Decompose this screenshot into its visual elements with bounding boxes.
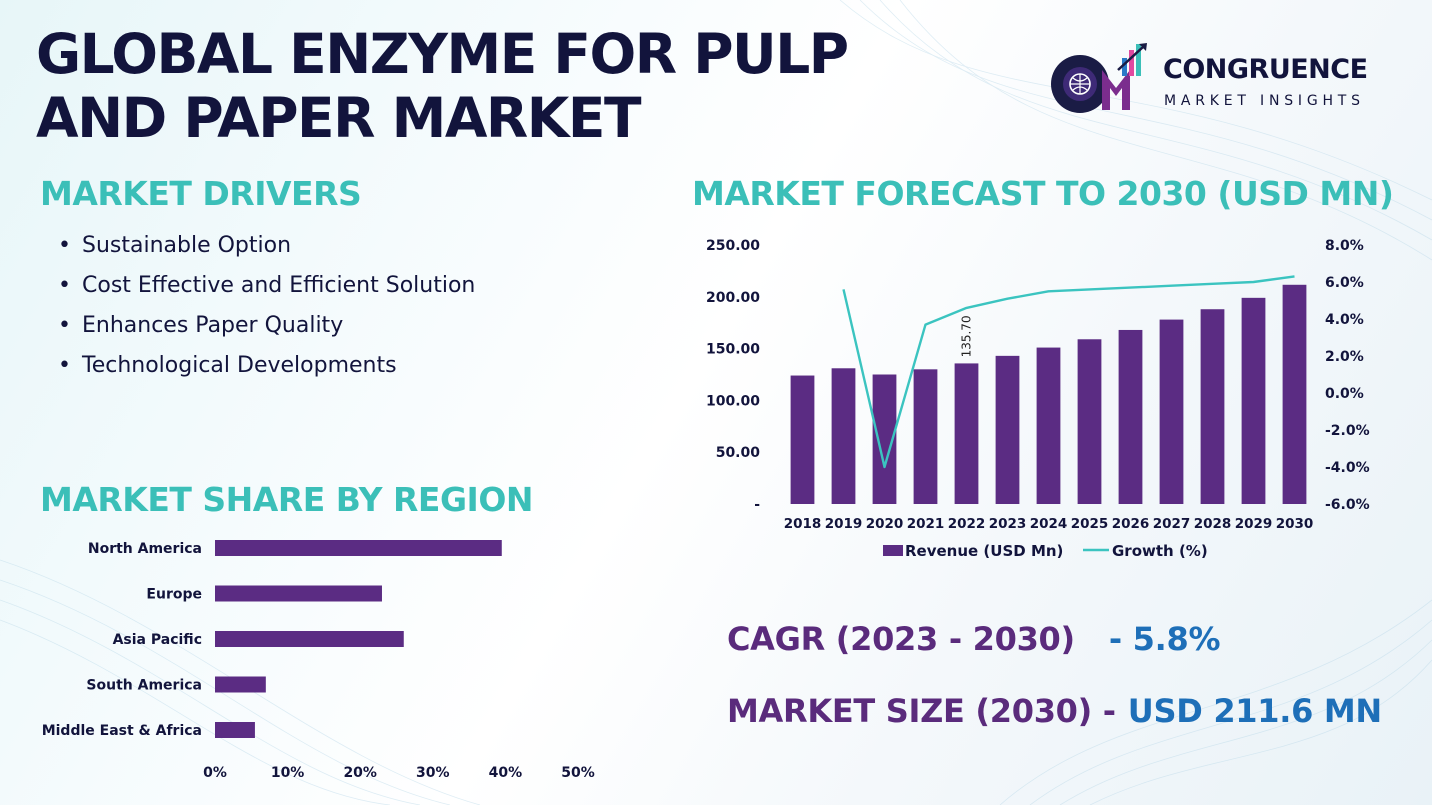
market-forecast-chart: - 50.00 100.00 150.00 200.00 250.00 -6.0% -4.0%… bbox=[706, 238, 1370, 560]
market-size-value: USD 211.6 MN bbox=[1127, 692, 1382, 730]
revenue-bar bbox=[1159, 319, 1184, 504]
y-left-tick-label: 150.00 bbox=[706, 342, 760, 358]
revenue-bar bbox=[831, 368, 856, 504]
market-forecast-heading: MARKET FORECAST TO 2030 (USD MN) bbox=[692, 174, 1394, 213]
driver-label: Technological Developments bbox=[82, 353, 397, 378]
y-right-tick-label: -4.0% bbox=[1325, 460, 1370, 476]
x-tick-label: 40% bbox=[489, 765, 523, 781]
x-tick-label: 2030 bbox=[1276, 516, 1314, 532]
driver-label: Sustainable Option bbox=[82, 233, 292, 258]
growth-line bbox=[842, 275, 1295, 469]
revenue-bar bbox=[1118, 329, 1143, 504]
y-left-tick-label: - bbox=[754, 497, 760, 513]
x-tick-label: 2024 bbox=[1030, 516, 1068, 532]
x-tick-label: 2026 bbox=[1112, 516, 1150, 532]
cagr-label: CAGR (2023 - 2030) bbox=[727, 620, 1075, 658]
region-bar bbox=[215, 585, 382, 602]
x-tick-label: 2025 bbox=[1071, 516, 1109, 532]
revenue-bar bbox=[1200, 309, 1225, 504]
y-left-tick-label: 200.00 bbox=[706, 290, 760, 306]
x-tick-label: 2019 bbox=[825, 516, 863, 532]
cagr-value: - 5.8% bbox=[1108, 620, 1221, 658]
y-left-tick-label: 50.00 bbox=[716, 445, 761, 461]
revenue-bar bbox=[954, 363, 979, 504]
y-left-tick-label: 250.00 bbox=[706, 238, 760, 254]
congruence-logo-icon bbox=[1051, 43, 1147, 113]
list-item: • Sustainable Option bbox=[58, 230, 475, 270]
legend-revenue-swatch bbox=[883, 545, 903, 556]
y-right-tick-label: -2.0% bbox=[1325, 423, 1370, 439]
list-item: • Technological Developments bbox=[58, 350, 475, 390]
revenue-bar bbox=[872, 374, 897, 504]
x-tick-label: 50% bbox=[561, 765, 595, 781]
bullet-icon: • bbox=[58, 233, 71, 258]
x-tick-label: 2021 bbox=[907, 516, 945, 532]
list-item: • Enhances Paper Quality bbox=[58, 310, 475, 350]
bullet-icon: • bbox=[58, 273, 71, 298]
y-right-tick-label: 4.0% bbox=[1325, 312, 1364, 328]
revenue-bar bbox=[1241, 297, 1266, 504]
market-drivers-heading: MARKET DRIVERS bbox=[40, 174, 362, 213]
region-bar bbox=[215, 631, 404, 647]
legend-revenue-label: Revenue (USD Mn) bbox=[905, 542, 1063, 560]
region-bar bbox=[215, 540, 502, 556]
market-drivers-list: • Sustainable Option • Cost Effective and … bbox=[58, 230, 475, 390]
y-left-tick-label: 100.00 bbox=[706, 393, 760, 409]
x-tick-label: 2020 bbox=[866, 516, 904, 532]
y-right-tick-label: 2.0% bbox=[1325, 349, 1364, 365]
x-tick-label: 10% bbox=[271, 765, 305, 781]
list-item: • Cost Effective and Efficient Solution bbox=[58, 270, 475, 310]
y-right-tick-label: -6.0% bbox=[1325, 497, 1370, 513]
region-bar bbox=[215, 722, 255, 738]
x-tick-label: 2027 bbox=[1153, 516, 1191, 532]
region-label: Asia Pacific bbox=[113, 632, 202, 648]
region-label: South America bbox=[86, 678, 202, 694]
bullet-icon: • bbox=[58, 353, 71, 378]
revenue-bar bbox=[995, 355, 1020, 504]
x-tick-label: 2028 bbox=[1194, 516, 1232, 532]
x-tick-label: 2023 bbox=[989, 516, 1027, 532]
driver-label: Enhances Paper Quality bbox=[82, 313, 344, 338]
region-label: North America bbox=[88, 541, 202, 557]
region-bar bbox=[215, 676, 266, 693]
x-tick-label: 0% bbox=[203, 765, 227, 781]
revenue-bar bbox=[1077, 339, 1102, 504]
y-right-tick-label: 0.0% bbox=[1325, 386, 1364, 402]
y-right-tick-label: 6.0% bbox=[1325, 275, 1364, 291]
company-logo: CONGRUENCE MARKET INSIGHTS bbox=[1046, 40, 1396, 116]
revenue-bar bbox=[790, 375, 815, 504]
region-label: Middle East & Africa bbox=[42, 723, 202, 739]
revenue-bar bbox=[1036, 347, 1061, 504]
bullet-icon: • bbox=[58, 313, 71, 338]
x-tick-label: 30% bbox=[416, 765, 450, 781]
market-size-label: MARKET SIZE (2030) - bbox=[727, 692, 1116, 730]
x-tick-label: 2018 bbox=[784, 516, 822, 532]
driver-label: Cost Effective and Efficient Solution bbox=[82, 273, 476, 298]
revenue-bar bbox=[913, 369, 938, 504]
x-tick-label: 20% bbox=[343, 765, 377, 781]
logo-tagline: MARKET INSIGHTS bbox=[1164, 93, 1365, 109]
region-label: Europe bbox=[146, 587, 202, 603]
page-title: GLOBAL ENZYME FOR PULP AND PAPER MARKET bbox=[36, 22, 849, 150]
x-tick-label: 2022 bbox=[948, 516, 986, 532]
cagr-kpi: CAGR (2023 - 2030) - 5.8% bbox=[727, 620, 1221, 658]
legend-growth-label: Growth (%) bbox=[1112, 542, 1208, 560]
x-tick-label: 2029 bbox=[1235, 516, 1273, 532]
logo-name: CONGRUENCE bbox=[1163, 54, 1368, 85]
data-label: 135.70 bbox=[960, 315, 974, 357]
market-share-by-region-chart: North America Europe Asia Pacific South Ame… bbox=[42, 540, 595, 781]
market-size-kpi: MARKET SIZE (2030) - USD 211.6 MN bbox=[727, 692, 1382, 730]
y-right-tick-label: 8.0% bbox=[1325, 238, 1364, 254]
market-share-by-region-heading: MARKET SHARE BY REGION bbox=[40, 480, 534, 519]
revenue-bar bbox=[1282, 284, 1307, 504]
